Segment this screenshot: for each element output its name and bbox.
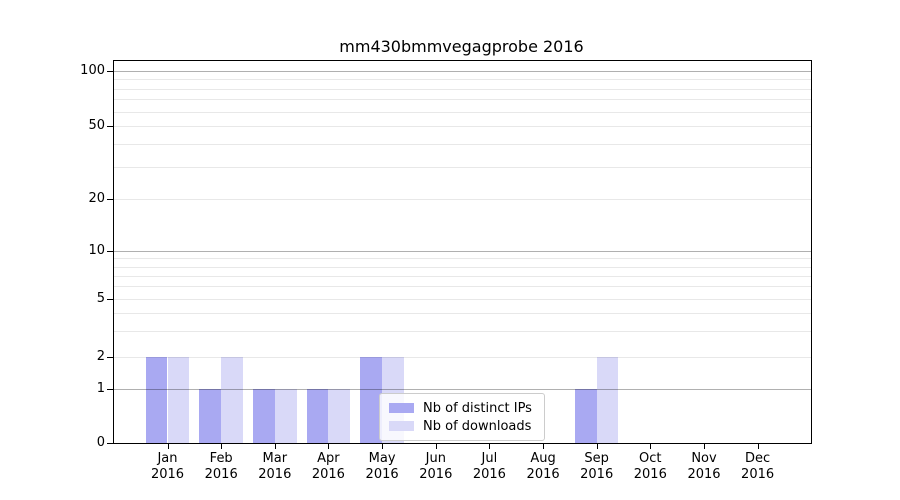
distinct-ips-swatch (389, 403, 414, 413)
x-tick-mark (221, 444, 223, 449)
bar-downloads-feb (221, 357, 243, 443)
x-tick-mark (435, 444, 437, 449)
y-tick-mark (107, 71, 113, 72)
x-tick-mark (274, 444, 276, 449)
x-tick-label-sep: Sep 2016 (580, 451, 614, 482)
y-tick-label: 5 (96, 291, 105, 306)
x-tick-label-oct: Oct 2016 (633, 451, 667, 482)
bar-downloads-mar (274, 389, 297, 443)
bar-distinct-ips-may (360, 357, 383, 443)
y-tick-mark (107, 251, 113, 252)
y-tick-label: 10 (88, 243, 105, 258)
x-tick-label-nov: Nov 2016 (687, 451, 721, 482)
y-tick-mark (107, 199, 113, 200)
x-tick-label-apr: Apr 2016 (311, 451, 345, 482)
bar-downloads-sep (596, 357, 619, 443)
x-tick-label-jan: Jan 2016 (150, 451, 185, 482)
y-tick-mark (107, 126, 113, 127)
x-tick-mark (328, 444, 330, 449)
y-tick-mark (107, 357, 113, 358)
y-tick-label: 50 (88, 118, 105, 133)
bar-distinct-ips-jan (145, 357, 168, 443)
y-tick-label: 20 (88, 191, 105, 206)
y-tick-label: 1 (96, 381, 105, 396)
bar-distinct-ips-sep (574, 389, 597, 443)
y-tick-label: 2 (96, 349, 105, 364)
x-tick-label-may: May 2016 (365, 451, 399, 482)
x-tick-label-jul: Jul 2016 (472, 451, 506, 482)
plot-area: 100 50 20 10 5 2 1 0 Jan 2016 Feb 2016 Mar 2016 Apr… (80, 60, 812, 482)
x-tick-label-feb: Feb 2016 (204, 451, 238, 482)
x-tick-mark (704, 444, 705, 449)
x-tick-label-mar: Mar 2016 (258, 451, 292, 482)
y-tick-label: 0 (96, 435, 105, 450)
y-tick-mark (107, 443, 113, 444)
x-tick-label-aug: Aug 2016 (526, 451, 560, 482)
y-tick-mark (107, 299, 113, 300)
legend-label-downloads: Nb of downloads (423, 418, 532, 434)
legend-item-downloads: Nb of downloads (389, 418, 536, 434)
chart-title: mm430bmmvegagprobe 2016 (339, 37, 584, 56)
x-tick-mark (489, 444, 491, 449)
x-tick-mark (757, 444, 759, 449)
bar-downloads-jan (167, 357, 190, 443)
x-tick-label-jun: Jun 2016 (419, 451, 453, 482)
x-tick-mark (382, 444, 384, 449)
legend-label-distinct-ips: Nb of distinct IPs (423, 400, 532, 416)
x-tick-mark (650, 444, 652, 449)
bar-distinct-ips-apr (306, 389, 329, 443)
bar-distinct-ips-feb (199, 389, 222, 443)
x-tick-mark (543, 444, 545, 449)
legend-item-distinct-ips: Nb of distinct IPs (389, 400, 536, 416)
x-tick-mark (167, 444, 169, 449)
x-tick-label-dec: Dec 2016 (741, 451, 775, 482)
legend: Nb of distinct IPs Nb of downloads (379, 393, 545, 441)
y-tick-mark (107, 389, 113, 390)
x-tick-mark (596, 444, 598, 449)
bar-downloads-apr (328, 389, 351, 443)
y-tick-label: 100 (80, 63, 105, 78)
axis-layer: 100 50 20 10 5 2 1 0 Jan 2016 Feb 2016 Mar 2016 Apr… (80, 61, 811, 482)
downloads-swatch (389, 421, 414, 431)
bar-distinct-ips-mar (253, 389, 275, 443)
